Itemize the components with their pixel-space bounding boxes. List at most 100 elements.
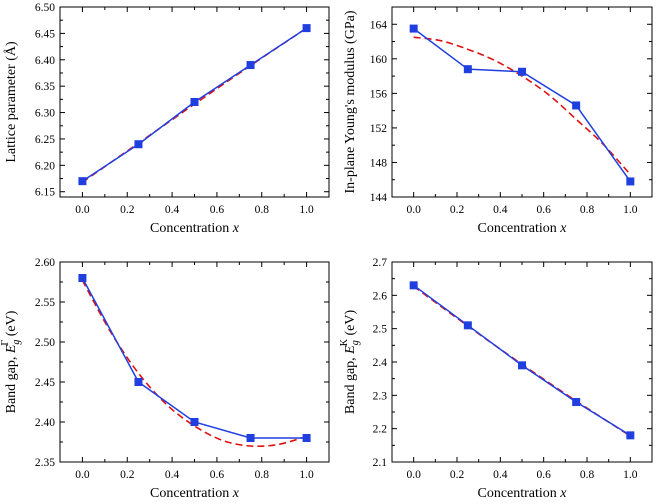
x-axis-title-text: Concentration (150, 486, 233, 499)
y-tick-label: 144 (370, 192, 388, 204)
x-axis-title-text: Concentration (477, 221, 560, 236)
x-tick-label: 1.0 (623, 469, 638, 481)
data-point (518, 67, 526, 76)
y-tick-label: 2.35 (35, 457, 55, 469)
y-axis-title-symbol: E (343, 345, 358, 355)
y-axis-title: Lattice parameter (Å) (3, 41, 19, 163)
y-tick-label: 2.1 (373, 457, 388, 469)
x-axis-title-text: Concentration (150, 221, 233, 236)
y-tick-label: 6.15 (35, 187, 55, 199)
x-tick-label: 0.0 (406, 204, 421, 216)
x-axis-title-variable: x (559, 486, 567, 499)
y-tick-label: 156 (370, 88, 388, 100)
y-tick-label: 152 (370, 123, 388, 135)
x-tick-label: 0.0 (75, 204, 90, 216)
x-axis-title-variable: x (232, 221, 240, 236)
y-tick-label: 160 (370, 54, 388, 66)
y-tick-label: 2.45 (35, 377, 55, 389)
y-tick-label: 2.60 (35, 257, 55, 269)
x-tick-label: 0.4 (493, 469, 508, 481)
x-axis-title: Concentration x (477, 221, 567, 236)
y-tick-label: 2.2 (373, 424, 388, 436)
x-tick-label: 0.2 (450, 469, 465, 481)
y-axis-title-subscript: g (11, 340, 22, 345)
data-point (463, 321, 472, 330)
data-point (78, 177, 87, 186)
data-point (134, 140, 143, 149)
y-axis-title-unit: (eV) (4, 310, 19, 339)
x-axis-title: Concentration x (477, 486, 567, 499)
data-line (413, 284, 631, 436)
x-tick-label: 0.8 (255, 204, 270, 216)
y-axis-title: Band gap, EgK (eV) (339, 310, 361, 415)
data-point (134, 378, 143, 386)
x-tick-label: 0.2 (120, 469, 135, 481)
y-axis-title-prefix: Band gap, (343, 354, 358, 414)
y-tick-label: 6.25 (35, 134, 55, 146)
x-axis-title-variable: x (232, 486, 240, 499)
data-point (572, 101, 581, 110)
y-tick-label: 6.50 (35, 2, 55, 14)
y-axis-title-symbol: E (4, 344, 19, 354)
data-point (190, 418, 199, 426)
y-axis-title-prefix: Band gap, (4, 353, 19, 413)
x-tick-label: 1.0 (623, 204, 638, 216)
y-tick-label: 6.20 (35, 160, 55, 172)
y-tick-label: 2.6 (373, 290, 388, 302)
x-axis-title-text: Concentration (477, 486, 560, 499)
y-tick-label: 6.40 (35, 55, 55, 67)
y-axis-title: Band gap, EgΓ (eV) (0, 310, 22, 413)
y-axis-title: In-plane Young's modulus (GPa) (343, 10, 358, 193)
fit-curve (413, 36, 631, 176)
x-tick-label: 0.8 (255, 469, 270, 481)
y-tick-label: 2.50 (35, 337, 55, 349)
data-point (626, 431, 635, 440)
y-axis-title-subscript: g (350, 340, 361, 345)
y-tick-label: 2.55 (35, 297, 55, 309)
x-tick-label: 0.0 (406, 469, 421, 481)
x-tick-label: 0.0 (75, 469, 90, 481)
plot-frame (391, 6, 653, 198)
y-tick-label: 164 (370, 19, 388, 31)
x-tick-label: 1.0 (299, 469, 314, 481)
x-tick-label: 0.6 (210, 469, 225, 481)
y-tick-label: 148 (370, 157, 388, 169)
y-axis-title-unit: (eV) (343, 310, 358, 339)
data-point (302, 434, 311, 442)
data-point (190, 98, 199, 106)
data-point (302, 24, 311, 33)
y-tick-label: 6.35 (35, 81, 55, 93)
x-tick-label: 0.8 (580, 469, 595, 481)
data-line (413, 27, 631, 182)
x-tick-label: 0.4 (493, 204, 508, 216)
chart-a: 0.0 0.2 0.4 0.6 0.8 1.0 6.15 6.20 6.25 6.30 6.35 6.… (3, 2, 330, 236)
x-tick-label: 0.6 (536, 469, 551, 481)
x-tick-label: 0.2 (120, 204, 135, 216)
x-tick-label: 0.8 (580, 204, 595, 216)
x-axis-title: Concentration x (150, 221, 240, 236)
x-tick-label: 0.4 (165, 204, 180, 216)
x-axis-title-variable: x (559, 221, 567, 236)
chart-d: 0.0 0.2 0.4 0.6 0.8 1.0 2.1 2.2 2.3 2.4 2.5 2.6 2.7 C… (339, 257, 653, 501)
fit-curve (81, 280, 307, 448)
chart-b: 0.0 0.2 0.4 0.6 0.8 1.0 144 148 152 156 160 164 Conc… (343, 6, 653, 236)
data-line (81, 277, 307, 439)
x-axis-title: Concentration x (150, 486, 240, 499)
y-tick-label: 2.40 (35, 417, 55, 429)
x-tick-label: 0.2 (450, 204, 465, 216)
x-tick-label: 0.4 (165, 469, 180, 481)
y-axis-title-superscript: Γ (0, 340, 11, 346)
y-tick-label: 2.4 (373, 357, 388, 369)
data-point (463, 65, 472, 74)
y-tick-label: 6.45 (35, 28, 55, 40)
y-tick-label: 2.5 (373, 324, 388, 336)
data-point (246, 61, 255, 70)
data-point (246, 434, 255, 442)
y-axis-title-superscript: K (339, 338, 350, 346)
y-tick-label: 2.3 (373, 390, 388, 402)
x-tick-label: 1.0 (299, 204, 314, 216)
data-point (409, 281, 418, 290)
x-tick-label: 0.6 (536, 204, 551, 216)
